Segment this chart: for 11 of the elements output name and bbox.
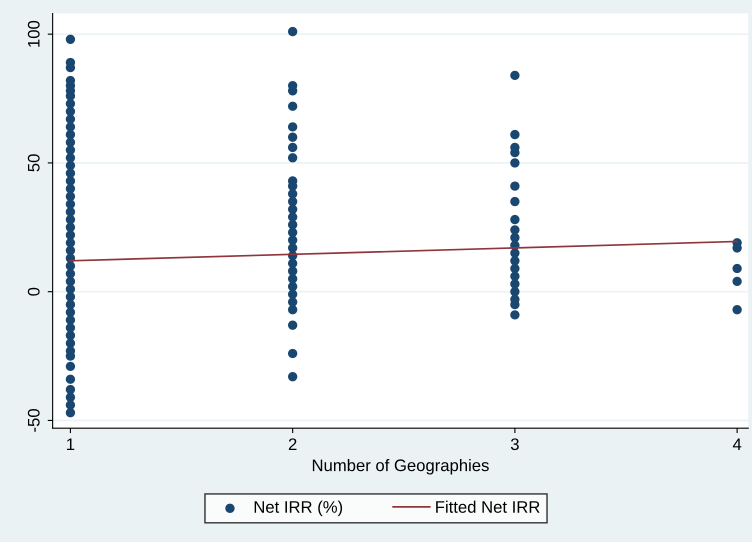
legend-label: Fitted Net IRR — [436, 500, 540, 513]
y-tick-label: 0 — [28, 288, 40, 296]
y-tick-label: -50 — [28, 409, 40, 432]
x-tick-label: 1 — [67, 438, 74, 450]
x-tick-label: 2 — [288, 438, 296, 450]
x-axis-title: Number of Geographies — [312, 458, 489, 475]
y-tick-label: 50 — [28, 154, 40, 172]
x-tick-label: 3 — [510, 438, 519, 450]
x-tick-label: 4 — [732, 438, 742, 450]
legend-label: Net IRR (%) — [254, 500, 342, 516]
y-tick-label: 100 — [28, 20, 40, 47]
